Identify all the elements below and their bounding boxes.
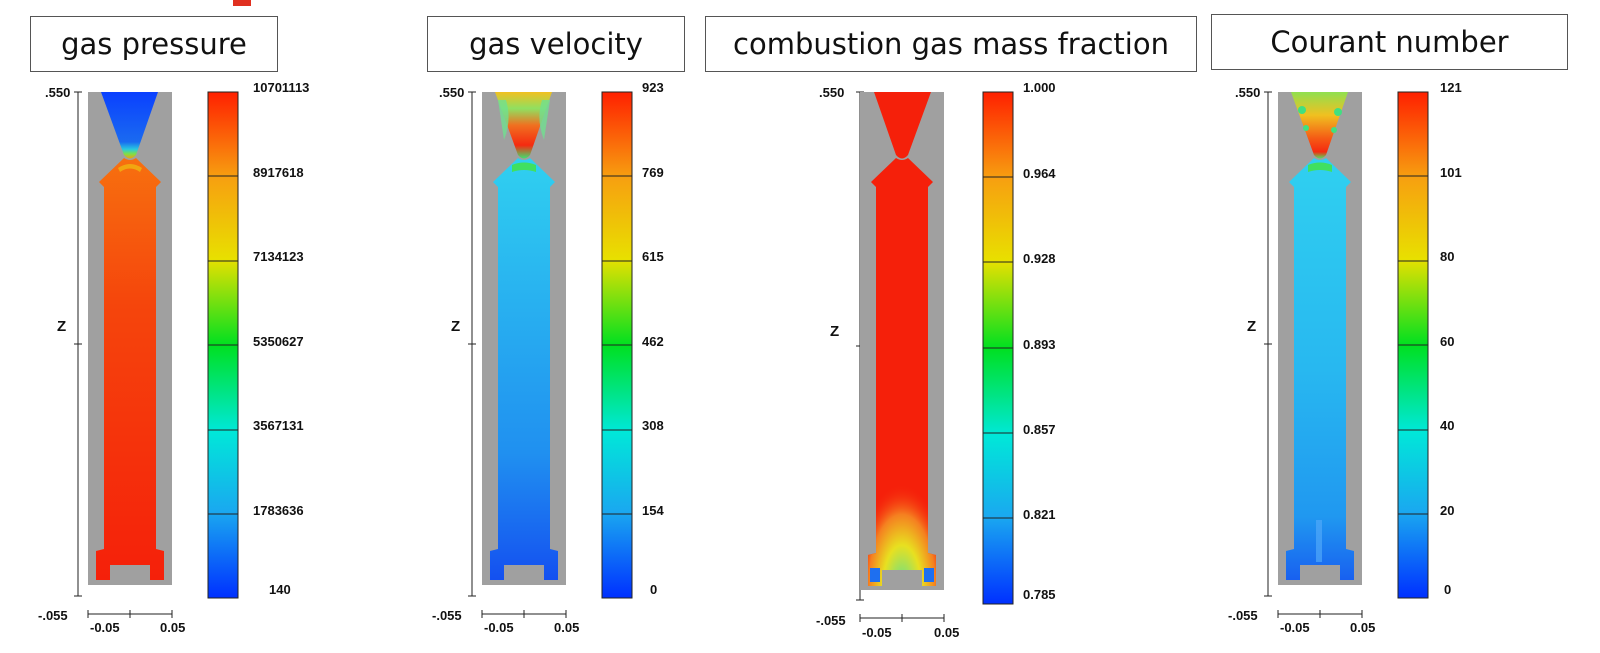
x-axis: [481, 610, 567, 618]
colorbar-label-3: 60: [1440, 334, 1454, 349]
panel-gas-pressure: .550 -.055 Z -0.05 0.05: [0, 0, 400, 653]
colorbar-label-0: 923: [642, 80, 664, 95]
x-tick-left: -0.05: [1280, 620, 1310, 635]
panel-combustion-gas-mass-fraction: .550 -.055 Z -0.05 0.05: [786, 0, 1186, 653]
colorbar-label-4: 40: [1440, 418, 1454, 433]
throat-highlight: [1308, 162, 1332, 172]
title-combustion-gas-mass-fraction: combustion gas mass fraction: [705, 16, 1197, 72]
x-tick-right: 0.05: [554, 620, 579, 635]
x-axis: [859, 614, 945, 622]
colorbar-label-3: 462: [642, 334, 664, 349]
colorbar-label-2: 615: [642, 249, 664, 264]
x-tick-left: -0.05: [484, 620, 514, 635]
chamber-field: [96, 158, 164, 580]
colorbar-label-0: 1.000: [1023, 80, 1056, 95]
x-tick-right: 0.05: [934, 625, 959, 640]
x-axis: [87, 610, 173, 618]
y-top-label: .550: [439, 85, 464, 100]
nozzle-speckle: [1298, 106, 1342, 133]
colorbar-label-6: 140: [269, 582, 291, 597]
bottom-streak: [1316, 520, 1322, 562]
colorbar-label-2: 0.928: [1023, 251, 1056, 266]
mixing-region: [868, 440, 936, 586]
y-top-label: .550: [45, 85, 70, 100]
title-gas-pressure: gas pressure: [30, 16, 278, 72]
colorbar-label-1: 0.964: [1023, 166, 1056, 181]
colorbar-label-0: 10701113: [253, 80, 309, 95]
x-tick-right: 0.05: [1350, 620, 1375, 635]
colorbar: [982, 91, 1014, 605]
panel-gas-velocity: .550 -.055 Z -0.05 0.05: [394, 0, 794, 653]
x-axis: [1277, 610, 1363, 618]
colorbar-label-6: 0: [650, 582, 657, 597]
nozzle-field: [495, 92, 552, 159]
nozzle-field: [101, 92, 158, 159]
colorbar: [601, 91, 633, 599]
throat-highlight: [118, 164, 142, 172]
nozzle-field: [874, 92, 931, 159]
colorbar-label-6: 0.785: [1023, 587, 1056, 602]
chamber-field: [490, 158, 558, 580]
x-tick-left: -0.05: [90, 620, 120, 635]
z-axis: [74, 91, 82, 597]
colorbar-label-1: 8917618: [253, 165, 304, 180]
chamber-field: [1286, 158, 1354, 580]
nozzle-plume-right: [539, 100, 550, 140]
title-gas-velocity: gas velocity: [427, 16, 685, 72]
y-bottom-label: -.055: [432, 608, 462, 623]
panel-courant-number: .550 -.055 Z -0.05 0.05: [1190, 0, 1590, 653]
x-tick-left: -0.05: [862, 625, 892, 640]
z-label: Z: [57, 318, 66, 335]
nozzle-plume-left: [498, 100, 509, 140]
z-label: Z: [1247, 318, 1256, 335]
z-axis: [1264, 91, 1272, 597]
title-courant-number: Courant number: [1211, 14, 1568, 70]
y-bottom-label: -.055: [1228, 608, 1258, 623]
colorbar-label-5: 0.821: [1023, 507, 1056, 522]
colorbar-label-2: 7134123: [253, 249, 304, 264]
colorbar-label-3: 0.893: [1023, 337, 1056, 352]
colorbar-label-6: 0: [1444, 582, 1451, 597]
colorbar: [207, 91, 239, 599]
colorbar-label-5: 154: [642, 503, 664, 518]
red-title-fragment: [233, 0, 251, 6]
y-top-label: .550: [819, 85, 844, 100]
colorbar-label-5: 20: [1440, 503, 1454, 518]
colorbar-label-2: 80: [1440, 249, 1454, 264]
z-label: Z: [451, 318, 460, 335]
colorbar-label-3: 5350627: [253, 334, 304, 349]
y-bottom-label: -.055: [38, 608, 68, 623]
colorbar-label-5: 1783636: [253, 503, 304, 518]
colorbar-label-1: 769: [642, 165, 664, 180]
colorbar-label-0: 121: [1440, 80, 1462, 95]
colorbar-label-4: 0.857: [1023, 422, 1056, 437]
bottom-right-jet: [924, 568, 934, 582]
colorbar-label-4: 308: [642, 418, 664, 433]
z-label: Z: [830, 323, 839, 340]
x-tick-right: 0.05: [160, 620, 185, 635]
throat-highlight: [512, 162, 536, 172]
colorbar-label-1: 101: [1440, 165, 1462, 180]
z-axis: [468, 91, 476, 597]
bottom-left-jet: [870, 568, 880, 582]
y-top-label: .550: [1235, 85, 1260, 100]
y-bottom-label: -.055: [816, 613, 846, 628]
colorbar-label-4: 3567131: [253, 418, 304, 433]
colorbar: [1397, 91, 1429, 599]
